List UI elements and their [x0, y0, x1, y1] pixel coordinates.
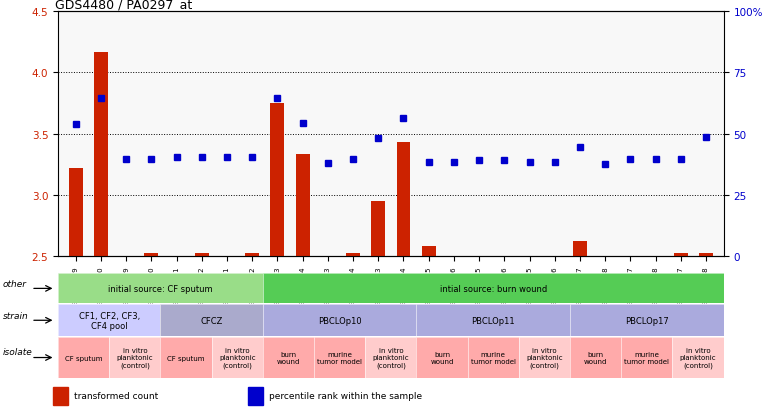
- Bar: [145, 254, 158, 256]
- Text: transformed count: transformed count: [74, 391, 158, 400]
- Text: strain: strain: [3, 311, 29, 320]
- Text: in vitro
planktonic
(control): in vitro planktonic (control): [372, 347, 409, 368]
- Bar: [346, 254, 360, 256]
- Bar: [94, 52, 108, 256]
- Text: CF sputum: CF sputum: [65, 355, 102, 361]
- Text: PBCLOp10: PBCLOp10: [318, 316, 361, 325]
- Text: intial source: burn wound: intial source: burn wound: [440, 284, 547, 293]
- Text: percentile rank within the sample: percentile rank within the sample: [269, 391, 422, 400]
- Bar: [69, 169, 83, 256]
- Text: CFCZ: CFCZ: [200, 316, 223, 325]
- Bar: [573, 242, 587, 256]
- Text: burn
wound: burn wound: [277, 351, 300, 364]
- Text: PBCLOp11: PBCLOp11: [471, 316, 515, 325]
- Text: murine
tumor model: murine tumor model: [625, 351, 670, 364]
- Text: burn
wound: burn wound: [584, 351, 608, 364]
- Bar: [248, 387, 263, 405]
- Bar: [195, 254, 209, 256]
- Text: GDS4480 / PA0297_at: GDS4480 / PA0297_at: [55, 0, 192, 11]
- Text: PBCLOp17: PBCLOp17: [625, 316, 669, 325]
- Bar: [245, 254, 259, 256]
- Bar: [699, 254, 713, 256]
- Text: initial source: CF sputum: initial source: CF sputum: [108, 284, 213, 293]
- Text: CF1, CF2, CF3,
CF4 pool: CF1, CF2, CF3, CF4 pool: [79, 311, 140, 330]
- Bar: [296, 155, 310, 256]
- Text: in vitro
planktonic
(control): in vitro planktonic (control): [680, 347, 717, 368]
- Text: in vitro
planktonic
(control): in vitro planktonic (control): [526, 347, 563, 368]
- Bar: [422, 246, 436, 256]
- Bar: [674, 254, 688, 256]
- Text: murine
tumor model: murine tumor model: [471, 351, 515, 364]
- Text: murine
tumor model: murine tumor model: [317, 351, 362, 364]
- Bar: [372, 201, 385, 256]
- Bar: [53, 387, 68, 405]
- Text: other: other: [3, 280, 27, 289]
- Text: in vitro
planktonic
(control): in vitro planktonic (control): [219, 347, 255, 368]
- Text: burn
wound: burn wound: [430, 351, 454, 364]
- Text: in vitro
planktonic
(control): in vitro planktonic (control): [117, 347, 153, 368]
- Text: CF sputum: CF sputum: [167, 355, 205, 361]
- Bar: [270, 104, 284, 256]
- Bar: [396, 143, 410, 256]
- Text: isolate: isolate: [3, 347, 33, 356]
